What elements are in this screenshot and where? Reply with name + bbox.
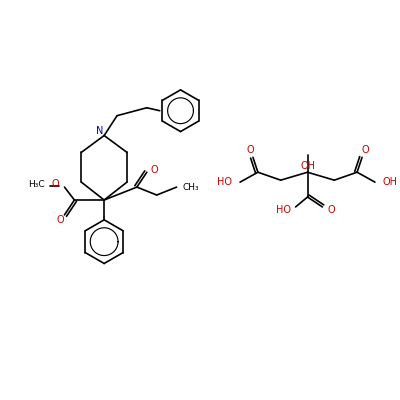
Text: O: O [52,179,60,189]
Text: O: O [361,146,369,156]
Text: O: O [327,205,335,215]
Text: O: O [246,146,254,156]
Text: O: O [151,165,158,175]
Text: H₃C: H₃C [28,180,45,189]
Text: CH₃: CH₃ [182,183,199,192]
Text: O: O [57,215,64,225]
Text: OH: OH [383,177,398,187]
Text: N: N [96,126,103,136]
Text: OH: OH [300,161,315,171]
Text: HO: HO [217,177,232,187]
Text: HO: HO [276,205,291,215]
